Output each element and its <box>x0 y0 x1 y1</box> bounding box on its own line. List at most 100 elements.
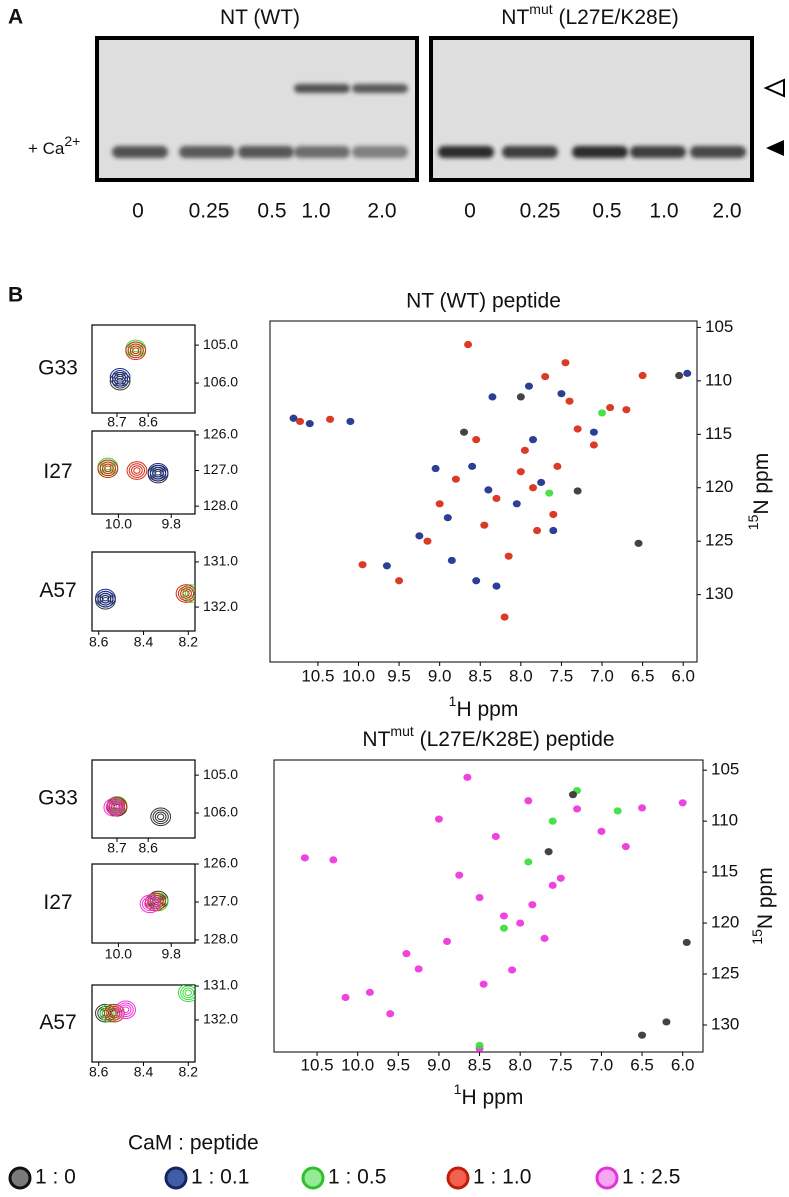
y-tick-label: 115 <box>705 424 732 443</box>
legend-swatch <box>164 1166 188 1190</box>
x-tick-label: 7.5 <box>549 1055 573 1074</box>
plot-frame <box>273 759 704 1053</box>
peak <box>480 521 489 529</box>
peak <box>597 827 606 835</box>
contour <box>103 798 125 817</box>
peak <box>544 848 553 856</box>
contour <box>105 800 122 815</box>
y-tick-label: 106.0 <box>203 804 238 820</box>
contour <box>119 1004 132 1016</box>
x-tick-label: 8.6 <box>89 1064 109 1080</box>
peak <box>512 500 521 508</box>
peak <box>573 487 582 495</box>
contour <box>110 1009 119 1017</box>
gel-band <box>352 146 408 158</box>
peak <box>589 428 598 436</box>
y-tick-label: 130 <box>711 1014 739 1033</box>
gel-title: NTmut (L27E/K28E) <box>501 1 678 29</box>
peak <box>598 409 607 417</box>
condition-label-text: + Ca <box>28 139 65 158</box>
x-tick-label: 10.5 <box>301 666 334 685</box>
peak-contours <box>109 368 131 387</box>
peak <box>621 843 630 851</box>
contour <box>108 1007 121 1019</box>
peak-contours <box>115 1000 136 1020</box>
contour <box>184 989 192 997</box>
lane-label: 0.25 <box>189 200 230 223</box>
peak <box>529 436 538 444</box>
peak <box>460 428 469 436</box>
peak <box>589 441 598 449</box>
gel-band <box>630 146 686 158</box>
y-axis-label-sup: 15 <box>745 514 761 530</box>
x-tick-label: 8.2 <box>179 1064 199 1080</box>
filled-arrowhead <box>766 140 784 156</box>
peak <box>504 552 513 560</box>
plot-frame <box>91 551 196 632</box>
x-axis-label: 1H ppm <box>454 1081 524 1109</box>
x-tick-label: 8.5 <box>468 1055 492 1074</box>
contour <box>125 341 147 361</box>
peak <box>499 924 508 932</box>
peak <box>548 881 557 889</box>
x-tick-label: 9.8 <box>161 516 181 532</box>
peak <box>475 1041 484 1049</box>
contour <box>147 463 169 482</box>
peak <box>561 359 570 367</box>
residue-label: A57 <box>39 1011 76 1034</box>
plot-frame <box>91 863 196 944</box>
x-tick-label: 10.5 <box>301 1055 334 1074</box>
x-tick-label: 8.0 <box>508 1055 532 1074</box>
peak <box>488 393 497 401</box>
contour <box>144 898 157 910</box>
contour <box>149 465 167 480</box>
peak <box>556 874 565 882</box>
y-axis-label-text: N ppm <box>754 867 777 929</box>
x-tick-label: 10.0 <box>105 516 132 532</box>
contour <box>99 592 112 604</box>
peak <box>395 577 404 585</box>
x-tick-label: 7.0 <box>590 1055 614 1074</box>
contour <box>180 588 192 599</box>
y-tick-label: 131.0 <box>203 977 238 993</box>
x-tick-label: 8.6 <box>138 840 158 856</box>
peak <box>516 468 525 476</box>
peak-contours <box>150 807 172 827</box>
y-tick-label: 105 <box>705 317 733 336</box>
x-axis-label-sup: 1 <box>449 693 457 709</box>
peak <box>524 797 533 805</box>
legend-label: 1 : 0 <box>35 1166 76 1189</box>
x-axis-label-sup: 1 <box>454 1081 462 1097</box>
contour <box>182 987 195 999</box>
x-tick-label: 9.5 <box>386 1055 410 1074</box>
x-tick-label: 8.5 <box>468 666 492 685</box>
gel-title-text: NT <box>501 6 529 29</box>
peak <box>464 340 473 349</box>
condition-label-sup: 2+ <box>64 133 80 149</box>
contour <box>117 1002 134 1018</box>
y-tick-label: 128.0 <box>203 497 238 513</box>
y-tick-label: 115 <box>711 862 738 881</box>
peak-contours <box>175 584 195 603</box>
contour <box>152 467 164 478</box>
y-tick-label: 125 <box>705 531 733 550</box>
peak <box>484 486 493 494</box>
residue-label: I27 <box>43 891 72 914</box>
peak <box>569 791 577 799</box>
contour <box>95 588 116 608</box>
peak <box>524 382 533 390</box>
y-tick-label: 105.0 <box>203 336 238 352</box>
y-axis-label: 15N ppm <box>749 867 777 944</box>
contour <box>115 1000 136 1020</box>
contour <box>116 374 124 381</box>
chart-title: NTmut (L27E/K28E) peptide <box>362 723 614 751</box>
chart-title-sup: mut <box>390 723 413 739</box>
peak <box>557 390 566 398</box>
peak <box>492 494 501 503</box>
plot-frame <box>91 759 196 839</box>
gel-title: NT (WT) <box>220 6 300 29</box>
gel-band <box>502 146 558 158</box>
peak-contours <box>95 588 116 608</box>
x-tick-label: 10.0 <box>342 666 375 685</box>
